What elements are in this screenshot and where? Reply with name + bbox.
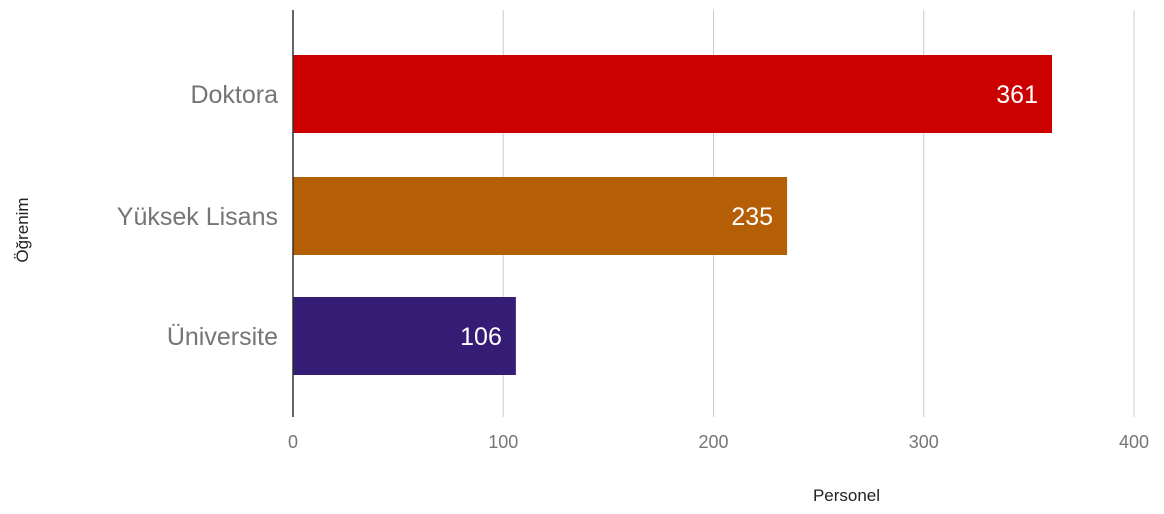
bar-doktora	[293, 55, 1053, 133]
x-axis-title: Personel	[813, 486, 880, 505]
bar-value-label: 106	[460, 323, 502, 351]
x-tick-label: 100	[488, 432, 518, 452]
x-tick-label: 300	[909, 432, 939, 452]
x-tick-label: 0	[288, 432, 298, 452]
x-tick-label: 200	[698, 432, 728, 452]
x-tick-labels: 0 100 200 300 400	[288, 432, 1149, 452]
category-label: Üniversite	[167, 323, 278, 351]
bar-value-label: 361	[996, 81, 1038, 109]
x-tick-label: 400	[1119, 432, 1149, 452]
bar-value-label: 235	[731, 203, 773, 231]
bars	[293, 55, 1053, 375]
category-labels: Doktora Yüksek Lisans Üniversite	[117, 81, 278, 351]
y-axis-title: Öğrenim	[13, 197, 32, 262]
bar-üniversite	[293, 297, 516, 375]
category-label: Yüksek Lisans	[117, 203, 278, 231]
category-label: Doktora	[190, 81, 278, 109]
bar-yüksek-lisans	[293, 177, 788, 255]
data-labels: 361 235 106	[460, 81, 1038, 351]
